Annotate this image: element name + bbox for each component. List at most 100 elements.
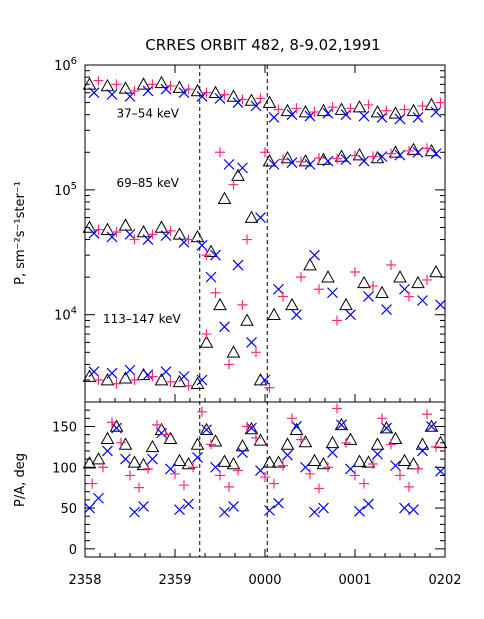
triangle-marker xyxy=(370,105,385,118)
plus-marker xyxy=(435,97,446,108)
cross-marker xyxy=(358,155,370,167)
cross-marker xyxy=(376,151,388,162)
triangle-marker xyxy=(154,75,169,89)
y-tick-label: 150 xyxy=(52,420,77,435)
plus-marker xyxy=(273,104,284,115)
cross-marker xyxy=(178,371,190,382)
triangle-marker xyxy=(172,80,187,93)
plus-marker xyxy=(219,89,230,100)
plus-marker xyxy=(237,299,248,310)
plus-marker xyxy=(251,347,261,358)
triangle-marker xyxy=(303,258,317,271)
cross-marker xyxy=(327,287,338,299)
triangle-marker xyxy=(208,434,223,447)
triangle-marker xyxy=(240,313,254,326)
plus-marker xyxy=(363,99,374,110)
top-y-axis-label: P, sm⁻²s⁻¹ster⁻¹ xyxy=(13,181,28,285)
triangle-marker xyxy=(190,437,205,450)
x-tick-label: 2358 xyxy=(68,573,101,588)
cross-marker xyxy=(205,271,217,283)
plus-marker xyxy=(87,478,98,489)
plus-marker xyxy=(255,93,266,104)
triangle-marker xyxy=(213,297,227,311)
plus-marker xyxy=(260,472,270,483)
cross-marker xyxy=(304,158,316,170)
x-tick-label: 0202 xyxy=(428,573,461,588)
cross-marker xyxy=(408,504,419,516)
triangle-marker xyxy=(91,452,106,465)
triangle-marker xyxy=(334,149,349,162)
cross-marker xyxy=(201,424,212,436)
plus-marker xyxy=(422,143,432,154)
triangle-marker xyxy=(397,453,412,467)
plus-marker xyxy=(183,380,194,391)
cross-marker xyxy=(156,427,167,439)
plus-marker xyxy=(291,103,302,114)
triangle-marker xyxy=(118,81,133,94)
plus-marker xyxy=(129,85,140,96)
cross-marker xyxy=(255,465,266,476)
cross-marker xyxy=(120,453,131,465)
y-tick-label: 104 xyxy=(54,306,77,324)
plus-marker xyxy=(345,103,356,114)
plus-marker xyxy=(170,468,180,479)
y-tick-label: 106 xyxy=(54,56,77,74)
energy-labels: 37–54 keV 69–85 keV 113–147 keV xyxy=(103,106,182,325)
triangle-marker xyxy=(208,85,223,99)
plus-marker xyxy=(399,104,410,115)
cross-marker xyxy=(381,422,392,434)
triangle-marker xyxy=(357,275,371,289)
plus-marker xyxy=(314,284,324,295)
plus-marker xyxy=(206,439,216,450)
x-tick-label: 0000 xyxy=(248,573,281,588)
triangle-marker xyxy=(262,455,277,468)
plus-marker xyxy=(314,483,324,494)
triangle-marker xyxy=(226,89,241,102)
cross-marker xyxy=(399,502,410,514)
plus-marker xyxy=(242,421,252,432)
plus-marker xyxy=(165,376,176,387)
x-tick-label: 2359 xyxy=(158,573,191,588)
plus-marker xyxy=(404,291,414,302)
plus-marker xyxy=(413,463,423,474)
plus-marker xyxy=(269,478,279,489)
energy-band-label: 113–147 keV xyxy=(103,312,182,326)
plus-marker xyxy=(278,154,288,165)
cross-marker xyxy=(219,506,230,518)
triangle-marker xyxy=(190,83,205,97)
cross-marker xyxy=(246,422,257,434)
plus-marker xyxy=(260,147,270,158)
chart-title: CRRES ORBIT 482, 8-9.02,1991 xyxy=(145,36,380,54)
plus-marker xyxy=(350,266,360,277)
cross-marker xyxy=(345,309,356,321)
plus-marker xyxy=(386,148,396,159)
triangle-marker xyxy=(361,455,376,468)
plus-marker xyxy=(296,272,306,283)
triangle-marker xyxy=(204,244,218,257)
triangle-marker xyxy=(217,191,232,204)
triangle-marker xyxy=(226,456,241,470)
plus-marker xyxy=(125,470,135,481)
y-tick-label: 105 xyxy=(54,181,77,199)
plus-marker xyxy=(242,234,252,245)
triangle-marker xyxy=(154,372,169,386)
plus-marker xyxy=(278,460,288,471)
plus-marker xyxy=(107,417,117,428)
cross-marker xyxy=(232,259,244,271)
cross-marker xyxy=(142,369,154,381)
triangle-marker xyxy=(136,457,151,471)
cross-marker xyxy=(219,321,230,333)
plus-marker xyxy=(93,75,104,86)
cross-marker xyxy=(291,421,302,432)
triangle-marker xyxy=(82,369,97,382)
cross-marker xyxy=(417,295,428,306)
triangle-marker xyxy=(307,453,322,467)
y-tick-label: 50 xyxy=(60,502,77,517)
plus-marker xyxy=(129,375,140,386)
cross-marker xyxy=(381,304,392,315)
cross-marker xyxy=(210,461,221,473)
cross-marker xyxy=(84,502,95,514)
cross-marker xyxy=(147,453,158,465)
triangle-marker xyxy=(244,210,259,223)
cross-marker xyxy=(390,460,401,472)
